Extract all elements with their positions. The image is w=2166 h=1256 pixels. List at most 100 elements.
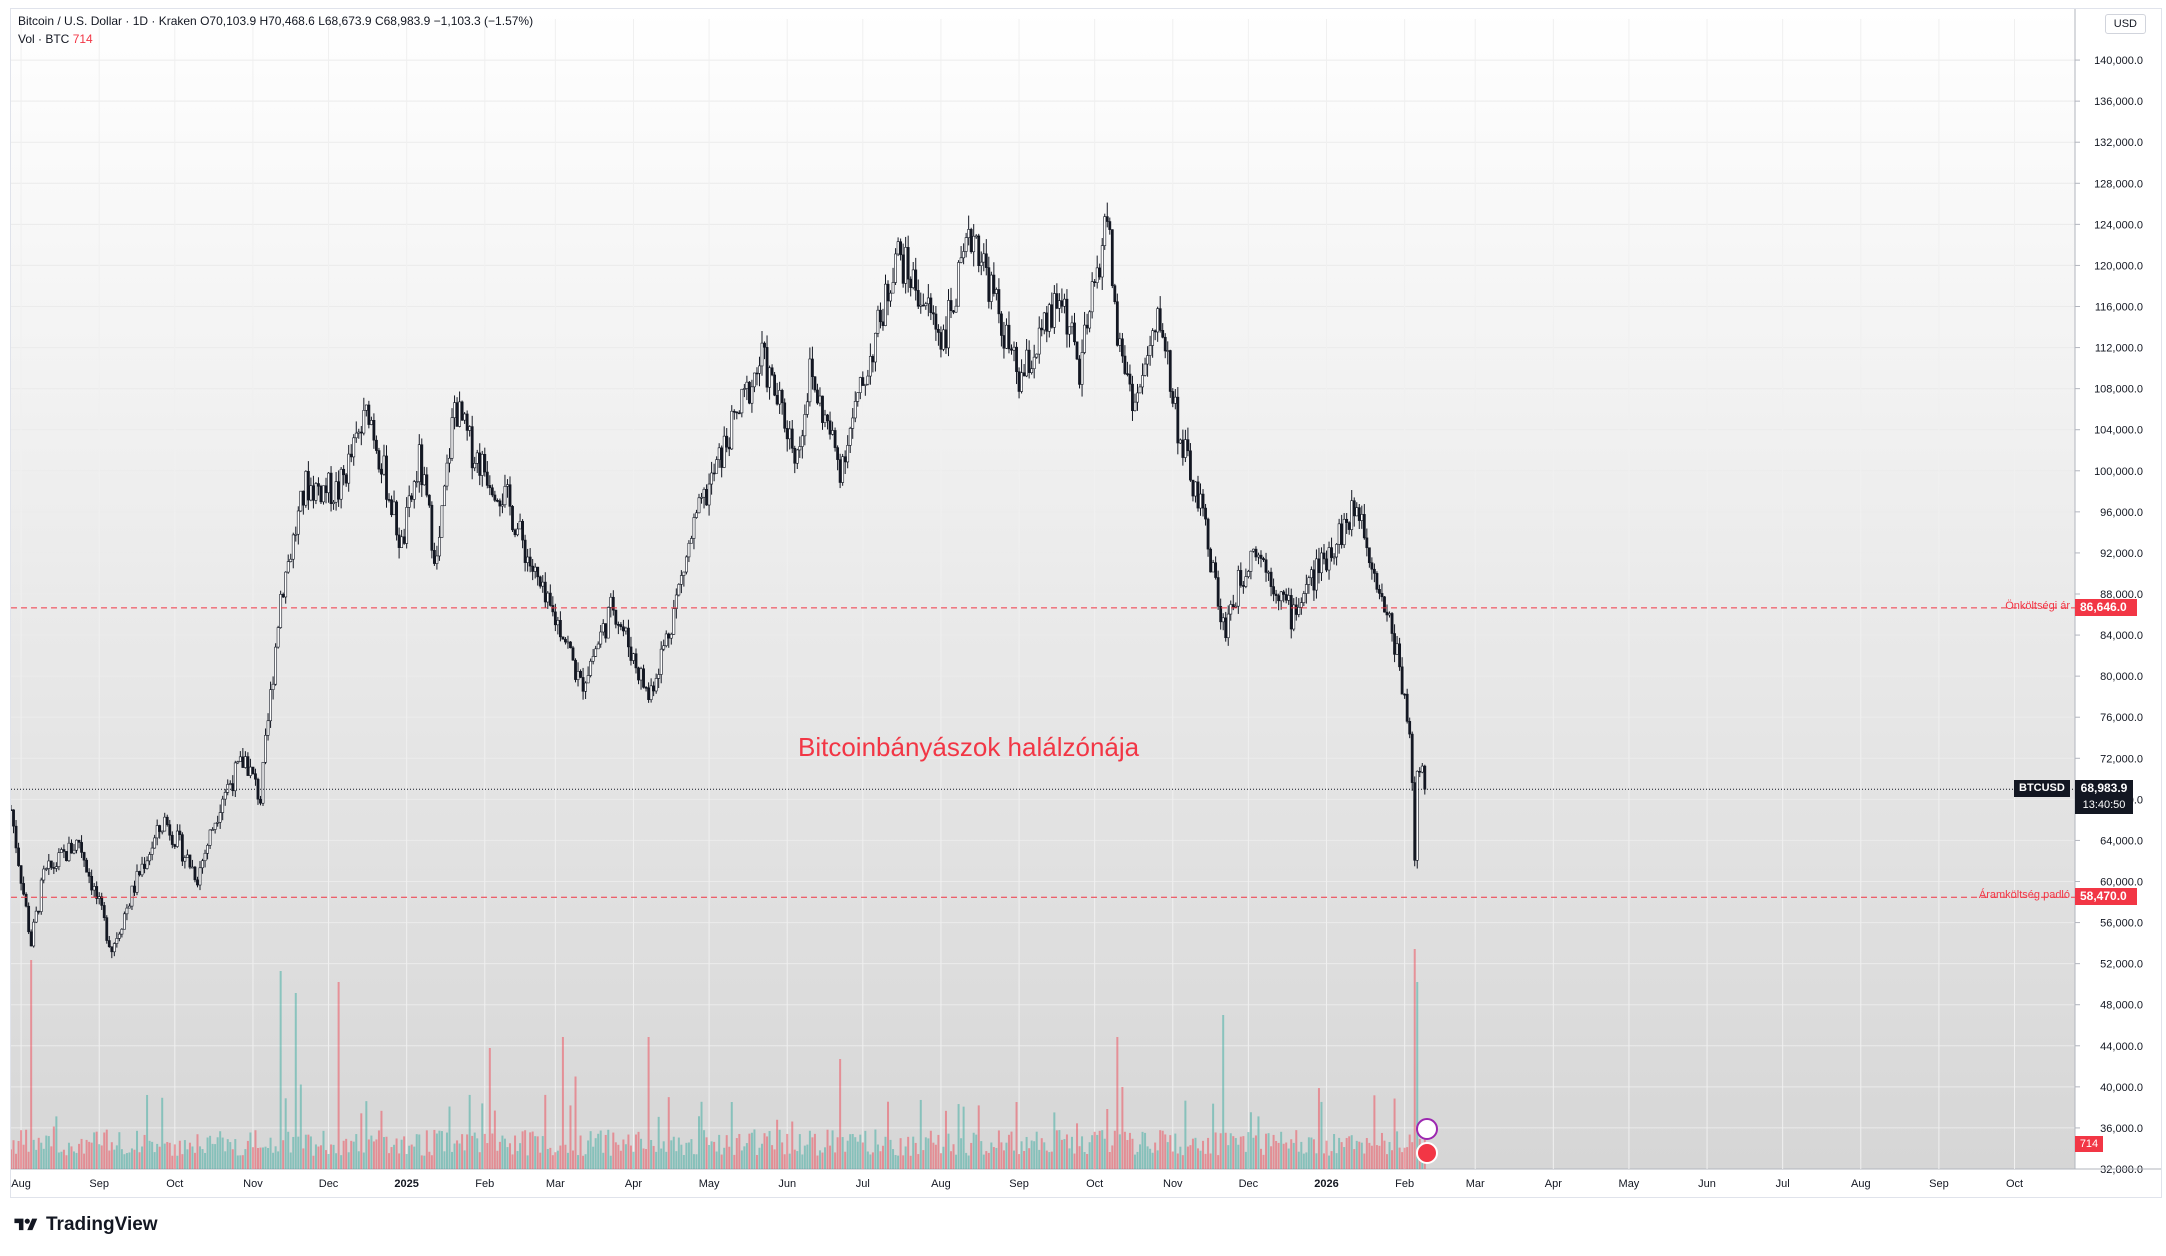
- volume-bar: [287, 1131, 290, 1169]
- volume-bar: [534, 1136, 537, 1169]
- volume-bar: [322, 1130, 325, 1169]
- candle-body: [410, 495, 414, 500]
- volume-bar: [350, 1140, 353, 1169]
- candle-body: [914, 269, 918, 291]
- volume-bar: [1035, 1131, 1038, 1169]
- candle-body: [674, 594, 678, 609]
- y-tick-label: 72,000.0: [2100, 753, 2143, 765]
- volume-bar: [55, 1116, 58, 1169]
- candle-body: [644, 687, 648, 689]
- candle-body: [1176, 396, 1180, 444]
- volume-bar: [143, 1134, 146, 1169]
- candle-body: [279, 594, 283, 628]
- y-tick-label: 48,000.0: [2100, 1000, 2143, 1012]
- candle-body: [438, 537, 441, 557]
- volume-bar: [1196, 1148, 1199, 1169]
- y-tick-label: 56,000.0: [2100, 918, 2143, 930]
- candle-body: [284, 571, 288, 598]
- event-lightning-icon[interactable]: [1415, 1118, 1438, 1140]
- candle-body: [422, 474, 426, 486]
- volume-bar: [536, 1136, 539, 1169]
- candle-body: [604, 623, 608, 639]
- candle-body: [1050, 304, 1054, 328]
- candle-body: [571, 647, 575, 661]
- candle-body: [425, 474, 429, 496]
- volume-bar: [456, 1140, 459, 1169]
- candle-body: [153, 837, 157, 849]
- volume-bar: [934, 1144, 937, 1169]
- candle-body: [1146, 355, 1149, 365]
- candle-body: [606, 607, 610, 639]
- candle-body: [1173, 396, 1177, 404]
- candle-body: [1098, 267, 1102, 278]
- y-tick-label: 128,000.0: [2094, 178, 2143, 190]
- volume-bar: [773, 1149, 776, 1169]
- candle-body: [614, 609, 618, 625]
- candle-body: [29, 931, 33, 947]
- candle-body: [1327, 547, 1331, 571]
- candle-body: [911, 269, 915, 288]
- legend-volume-label: Vol · BTC: [18, 32, 70, 46]
- volume-bar: [201, 1149, 204, 1169]
- volume-bar: [914, 1142, 917, 1169]
- volume-bar: [1302, 1153, 1305, 1169]
- volume-bar: [1375, 1145, 1378, 1169]
- candle-body: [851, 417, 855, 429]
- price-chart[interactable]: 32,000.0 36,000.0 40,000.0 44,000.0 48,000.0…: [11, 9, 2161, 1197]
- volume-bar: [970, 1142, 973, 1169]
- volume-bar: [1128, 1132, 1131, 1169]
- tradingview-logo[interactable]: TradingView: [12, 1214, 158, 1236]
- candle-body: [1257, 554, 1260, 558]
- candle-body: [261, 761, 265, 804]
- candle-body: [332, 501, 335, 505]
- volume-bar: [1403, 1147, 1406, 1169]
- currency-button[interactable]: USD: [2104, 14, 2146, 34]
- candle-body: [1365, 537, 1369, 549]
- volume-bar: [1383, 1140, 1386, 1169]
- candle-body: [329, 472, 333, 505]
- candle-body: [1095, 267, 1099, 283]
- candle-body: [994, 289, 998, 294]
- chart-legend-ohlc: Bitcoin / U.S. Dollar · 1D · Kraken O70,…: [18, 14, 533, 28]
- volume-bar: [1154, 1142, 1157, 1169]
- volume-bar: [1398, 1147, 1401, 1169]
- candle-body: [1183, 439, 1187, 458]
- event-flag-icon[interactable]: [1415, 1142, 1438, 1164]
- candle-body: [304, 471, 308, 506]
- candle-body: [1083, 324, 1086, 353]
- volume-bar: [728, 1146, 731, 1169]
- x-tick-label: Oct: [1086, 1178, 1103, 1190]
- candle-body: [634, 653, 638, 669]
- volume-bar: [1222, 1015, 1225, 1169]
- volume-bar: [793, 1149, 796, 1169]
- volume-bar: [471, 1135, 474, 1169]
- candle-body: [984, 253, 988, 268]
- candle-body: [337, 481, 341, 500]
- volume-bar: [1113, 1130, 1116, 1169]
- volume-bar: [902, 1155, 905, 1169]
- volume-bar: [846, 1140, 849, 1169]
- volume-bar: [844, 1151, 847, 1169]
- candle-body: [1274, 593, 1278, 596]
- x-tick-label: Feb: [475, 1178, 494, 1190]
- volume-bar: [1081, 1136, 1084, 1169]
- volume-bar: [236, 1155, 239, 1169]
- candle-body: [642, 668, 645, 688]
- candle-body: [1017, 371, 1021, 392]
- candle-body: [1355, 507, 1359, 517]
- candle-body: [737, 412, 741, 415]
- candle-body: [458, 401, 461, 427]
- candle-body: [695, 512, 698, 518]
- volume-bar: [395, 1138, 398, 1169]
- volume-bar: [1338, 1137, 1341, 1169]
- volume-bar: [325, 1150, 328, 1169]
- volume-bar: [826, 1129, 829, 1169]
- candle-body: [503, 486, 507, 506]
- candle-body: [594, 648, 598, 657]
- candle-body: [972, 235, 976, 253]
- candle-body: [468, 426, 472, 431]
- candle-body: [637, 667, 640, 681]
- candle-body: [173, 844, 177, 847]
- volume-bar: [1297, 1151, 1300, 1169]
- candle-body: [1267, 571, 1270, 574]
